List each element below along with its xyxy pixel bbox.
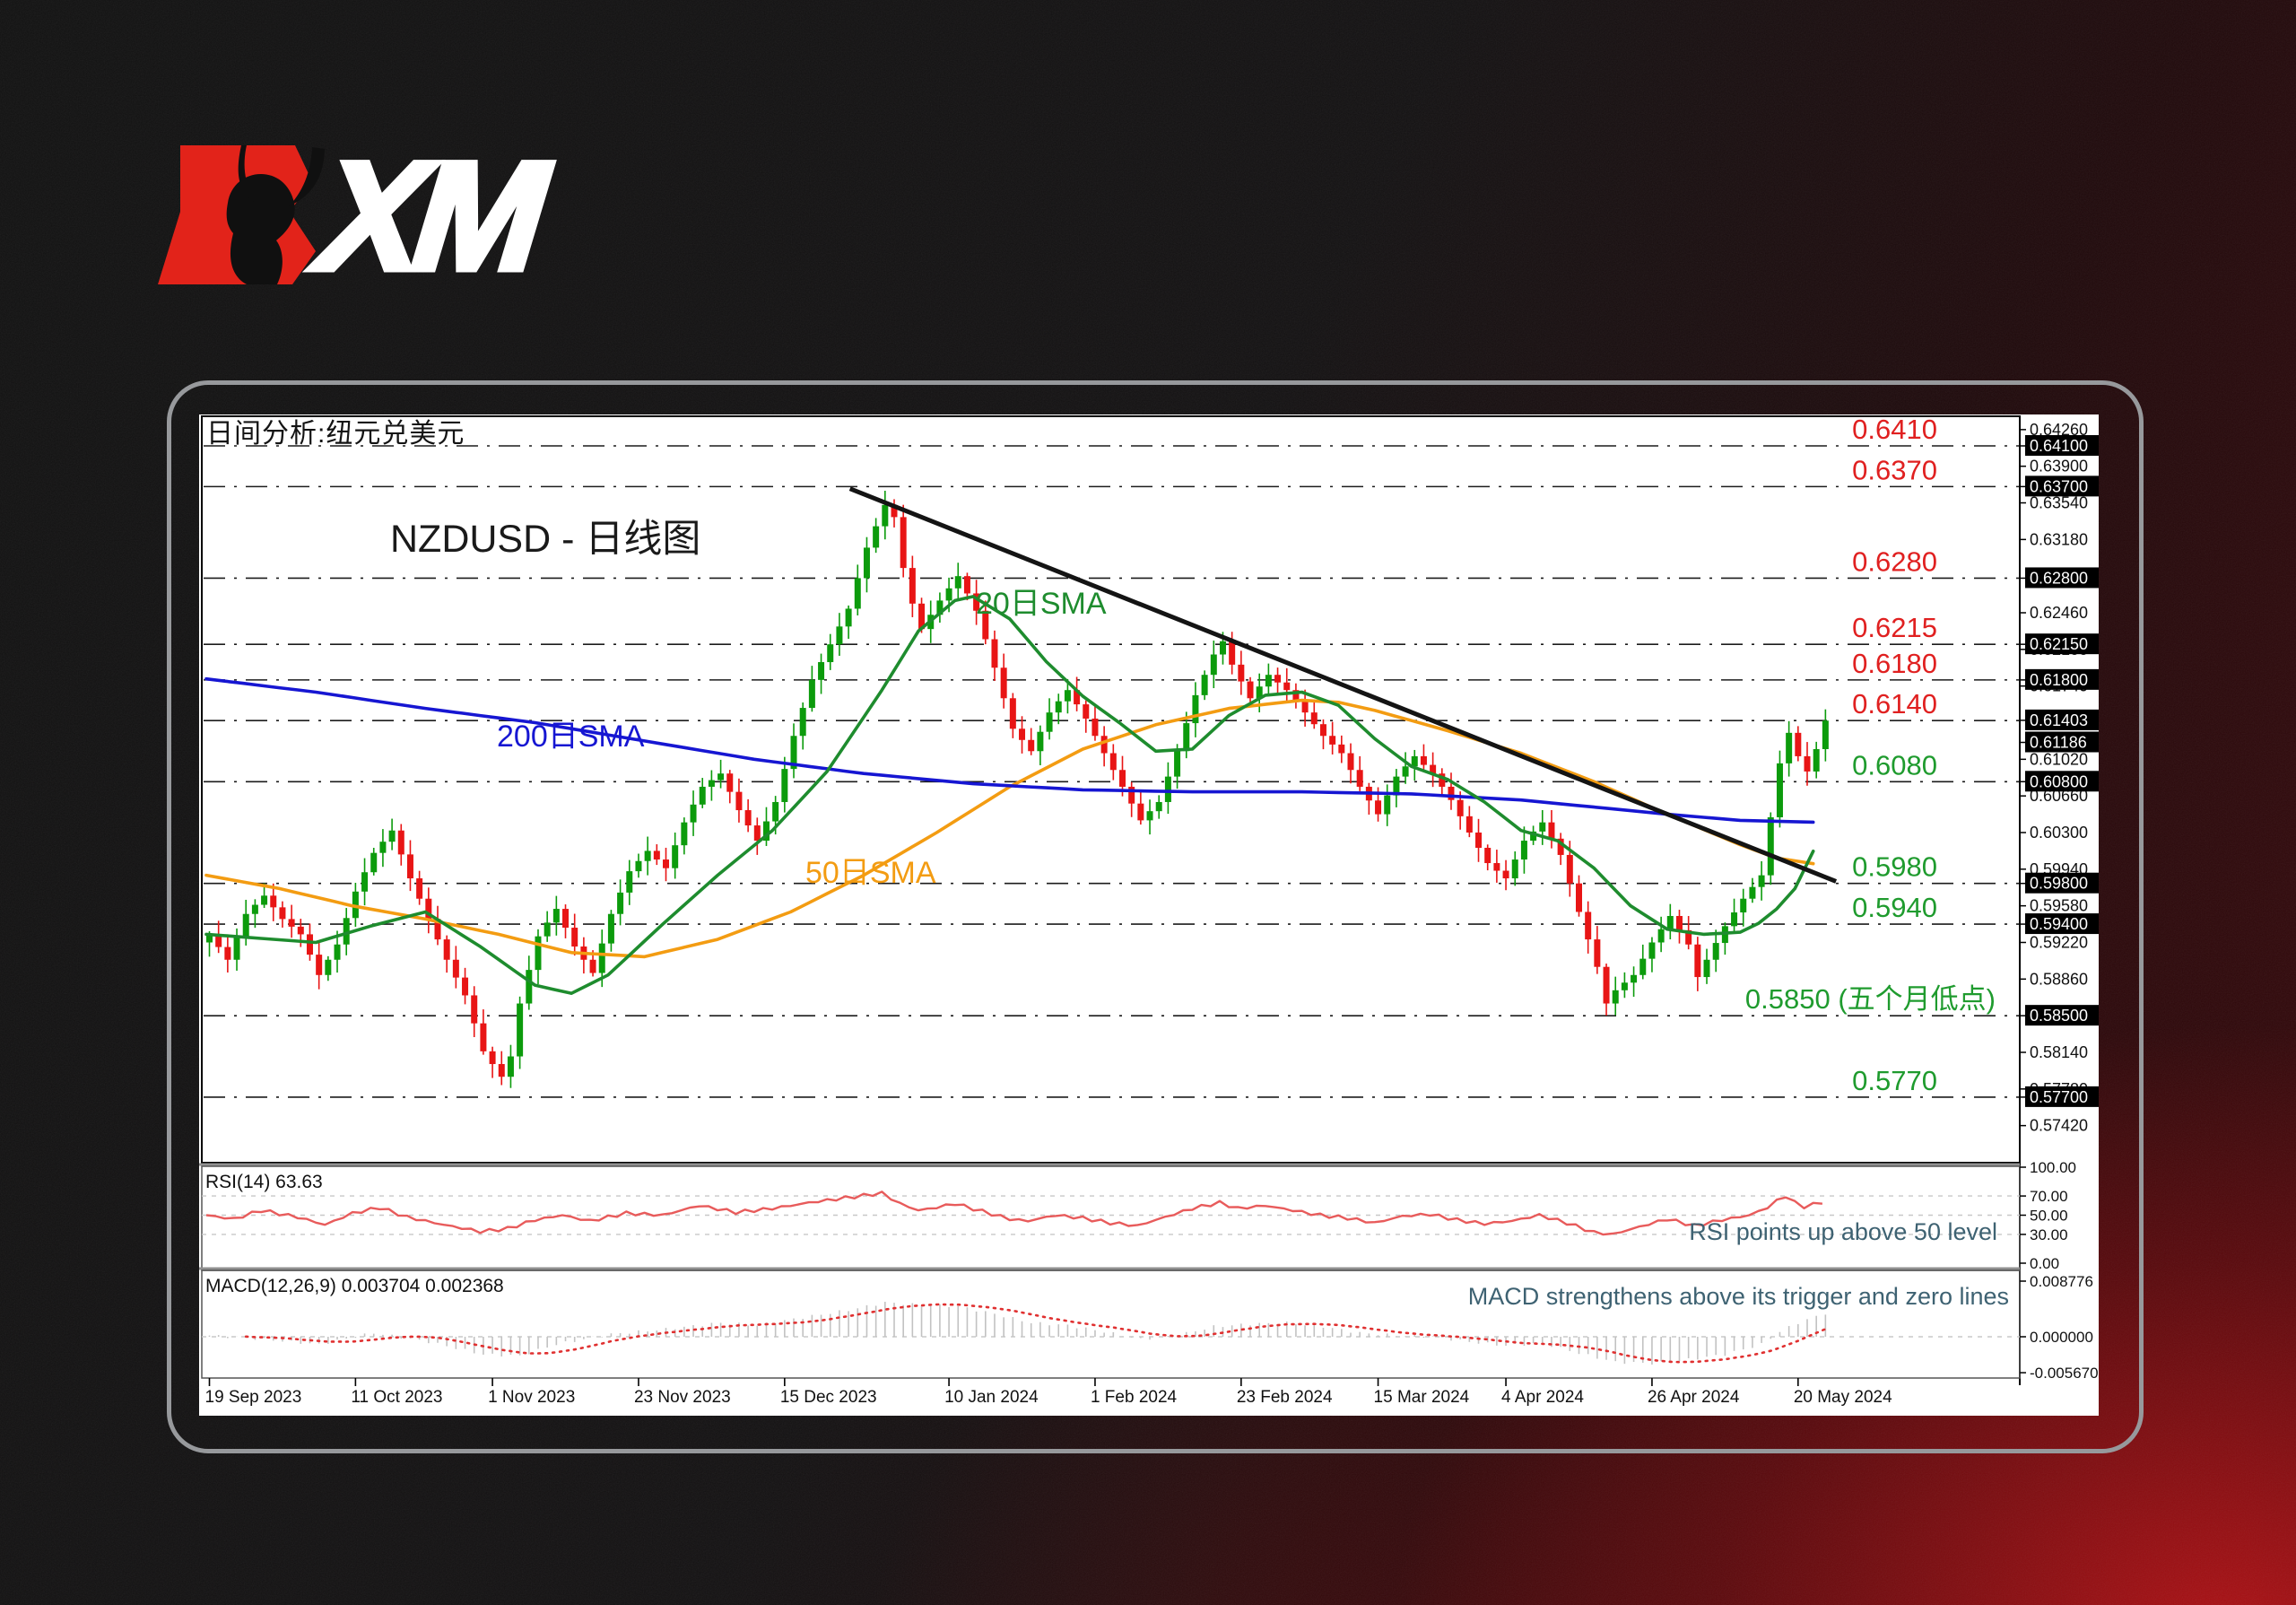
svg-text:0.57700: 0.57700 bbox=[2030, 1088, 2088, 1106]
svg-text:0.6280: 0.6280 bbox=[1852, 545, 1937, 577]
svg-text:0.63700: 0.63700 bbox=[2030, 477, 2088, 495]
svg-text:0.5770: 0.5770 bbox=[1852, 1065, 1937, 1096]
rsi-indicator-label: RSI(14) 63.63 bbox=[205, 1172, 323, 1192]
svg-text:0.6140: 0.6140 bbox=[1852, 688, 1937, 720]
svg-text:0.63540: 0.63540 bbox=[2030, 494, 2088, 512]
svg-text:30.00: 30.00 bbox=[2030, 1226, 2068, 1243]
sma20-label: 20日SMA bbox=[976, 587, 1107, 621]
macd-annotation: MACD strengthens above its trigger and z… bbox=[1467, 1283, 2009, 1310]
date-tick-label: 15 Mar 2024 bbox=[1374, 1388, 1470, 1407]
date-tick-label: 1 Nov 2023 bbox=[488, 1388, 575, 1407]
svg-text:0.6080: 0.6080 bbox=[1852, 749, 1937, 781]
svg-text:0.64100: 0.64100 bbox=[2030, 437, 2088, 455]
xm-logo: XM bbox=[158, 126, 560, 294]
svg-text:0.64260: 0.64260 bbox=[2030, 421, 2088, 439]
rounded-frame bbox=[167, 380, 2144, 1453]
date-tick-label: 10 Jan 2024 bbox=[944, 1388, 1039, 1407]
date-tick-label: 26 Apr 2024 bbox=[1648, 1388, 1740, 1407]
svg-text:0.58140: 0.58140 bbox=[2030, 1043, 2088, 1061]
date-tick-label: 23 Feb 2024 bbox=[1237, 1388, 1333, 1407]
date-tick-label: 11 Oct 2023 bbox=[351, 1388, 442, 1407]
level-gridlines bbox=[204, 445, 2020, 1098]
svg-text:0.6215: 0.6215 bbox=[1852, 612, 1937, 643]
candles-and-mas bbox=[204, 486, 1838, 1088]
date-tick-label: 4 Apr 2024 bbox=[1501, 1388, 1584, 1407]
svg-text:0.62800: 0.62800 bbox=[2030, 569, 2088, 587]
macd-indicator-label: MACD(12,26,9) 0.003704 0.002368 bbox=[205, 1276, 504, 1296]
svg-text:0.58860: 0.58860 bbox=[2030, 970, 2088, 988]
xm-logo-text: XM bbox=[306, 129, 557, 294]
svg-text:0.59400: 0.59400 bbox=[2030, 915, 2088, 933]
svg-text:0.6410: 0.6410 bbox=[1852, 414, 1937, 445]
axis-and-labels: 0.64260 0.63900 0.63540 0.63180 0.62460 0.621… bbox=[199, 414, 2099, 1407]
svg-text:0.62150: 0.62150 bbox=[2030, 635, 2088, 653]
svg-text:50.00: 50.00 bbox=[2030, 1208, 2068, 1225]
svg-text:100.00: 100.00 bbox=[2030, 1159, 2076, 1176]
svg-text:0.00: 0.00 bbox=[2030, 1255, 2059, 1272]
svg-text:0.008776: 0.008776 bbox=[2030, 1273, 2093, 1290]
svg-text:0.6370: 0.6370 bbox=[1852, 454, 1937, 485]
svg-text:0.5940: 0.5940 bbox=[1852, 892, 1937, 923]
instrument-label: NZDUSD - 日线图 bbox=[390, 518, 701, 561]
svg-text:0.61186: 0.61186 bbox=[2030, 734, 2087, 752]
date-tick-label: 19 Sep 2023 bbox=[205, 1388, 302, 1407]
svg-text:0.60800: 0.60800 bbox=[2030, 772, 2088, 790]
svg-text:0.60300: 0.60300 bbox=[2030, 824, 2088, 842]
svg-text:0.61800: 0.61800 bbox=[2030, 671, 2088, 689]
svg-text:0.63900: 0.63900 bbox=[2030, 458, 2088, 475]
sma200-label: 200日SMA bbox=[497, 720, 645, 754]
svg-text:0.63180: 0.63180 bbox=[2030, 530, 2088, 548]
price-chart[interactable]: 0.64260 0.63900 0.63540 0.63180 0.62460 0.621… bbox=[199, 414, 2099, 1416]
sma50-label: 50日SMA bbox=[805, 856, 936, 890]
svg-text:0.59220: 0.59220 bbox=[2030, 933, 2088, 951]
svg-text:0.6180: 0.6180 bbox=[1852, 648, 1937, 679]
svg-text:0.000000: 0.000000 bbox=[2030, 1329, 2093, 1346]
xm-bull-icon: XM bbox=[158, 126, 560, 294]
svg-text:70.00: 70.00 bbox=[2030, 1188, 2068, 1205]
svg-text:0.61020: 0.61020 bbox=[2030, 750, 2088, 768]
svg-text:0.59580: 0.59580 bbox=[2030, 897, 2088, 915]
date-tick-label: 15 Dec 2023 bbox=[780, 1388, 877, 1407]
date-tick-label: 23 Nov 2023 bbox=[634, 1388, 731, 1407]
svg-text:0.5850 (五个月低点): 0.5850 (五个月低点) bbox=[1745, 983, 1996, 1015]
date-tick-label: 20 May 2024 bbox=[1794, 1388, 1892, 1407]
chart-panel: 0.64260 0.63900 0.63540 0.63180 0.62460 0.621… bbox=[199, 414, 2099, 1416]
svg-text:0.59800: 0.59800 bbox=[2030, 875, 2088, 893]
rsi-annotation: RSI points up above 50 level bbox=[1689, 1218, 1997, 1245]
svg-text:0.57420: 0.57420 bbox=[2030, 1117, 2088, 1135]
svg-text:-0.005670: -0.005670 bbox=[2030, 1365, 2099, 1382]
chart-title: 日间分析:纽元兑美元 bbox=[206, 419, 465, 449]
svg-text:0.61403: 0.61403 bbox=[2030, 711, 2088, 729]
svg-text:0.5980: 0.5980 bbox=[1852, 851, 1937, 883]
date-tick-label: 1 Feb 2024 bbox=[1091, 1388, 1178, 1407]
svg-text:0.62460: 0.62460 bbox=[2030, 604, 2088, 622]
svg-text:0.58500: 0.58500 bbox=[2030, 1007, 2088, 1025]
